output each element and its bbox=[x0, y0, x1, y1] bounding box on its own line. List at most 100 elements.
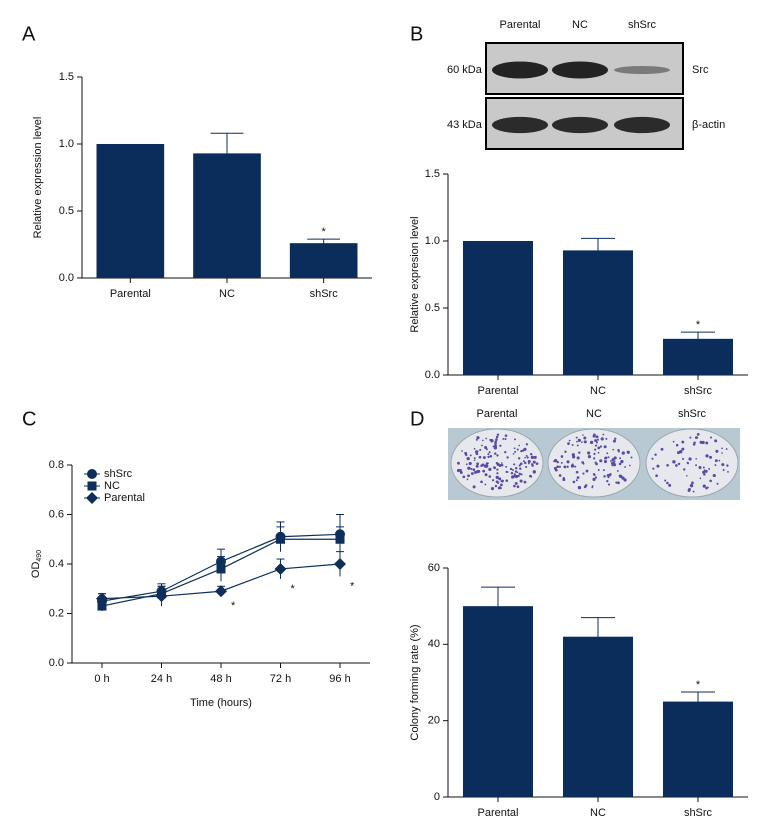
colony bbox=[672, 440, 675, 443]
colony bbox=[473, 470, 478, 474]
x-tick-label: shSrc bbox=[310, 288, 339, 300]
y-tick-label: 1.0 bbox=[425, 235, 440, 247]
colony bbox=[489, 454, 493, 458]
colony bbox=[606, 452, 609, 455]
colony bbox=[624, 466, 627, 468]
colony bbox=[467, 466, 471, 470]
marker bbox=[87, 469, 97, 479]
colony bbox=[630, 456, 633, 459]
colony bbox=[581, 441, 583, 443]
colony bbox=[683, 468, 686, 471]
x-tick-label: 24 h bbox=[151, 673, 172, 685]
colony bbox=[702, 466, 705, 469]
colony bbox=[494, 484, 498, 488]
colony bbox=[726, 464, 729, 467]
colony bbox=[705, 454, 709, 458]
colony bbox=[526, 456, 529, 459]
colony bbox=[532, 460, 536, 464]
x-tick-label: 96 h bbox=[329, 673, 350, 685]
x-tick-label: NC bbox=[219, 288, 235, 300]
colony bbox=[505, 465, 508, 468]
colony bbox=[689, 436, 692, 439]
colony bbox=[597, 451, 600, 454]
colony bbox=[712, 473, 716, 478]
colony bbox=[518, 464, 521, 467]
colony bbox=[681, 440, 685, 444]
colony bbox=[530, 475, 533, 478]
colony bbox=[623, 478, 627, 482]
colony bbox=[553, 458, 558, 463]
colony bbox=[705, 486, 708, 490]
colony bbox=[478, 455, 482, 459]
marker bbox=[87, 481, 97, 491]
colony bbox=[490, 439, 494, 443]
colony bbox=[583, 436, 587, 440]
colony bbox=[500, 462, 503, 464]
colony bbox=[495, 480, 499, 483]
colony bbox=[591, 486, 594, 489]
legend-label: Parental bbox=[104, 492, 145, 504]
panel-letter: C bbox=[22, 408, 36, 430]
colony bbox=[475, 452, 479, 456]
x-tick-label: 0 h bbox=[94, 673, 109, 685]
blot-band bbox=[492, 61, 548, 79]
colony bbox=[689, 483, 694, 488]
colony bbox=[484, 446, 488, 449]
colony bbox=[716, 482, 719, 485]
plate-label: NC bbox=[586, 408, 602, 420]
y-tick-label: 0.8 bbox=[49, 459, 64, 471]
colony bbox=[495, 475, 499, 480]
colony bbox=[484, 473, 488, 477]
significance: * bbox=[231, 600, 236, 612]
colony bbox=[613, 460, 616, 463]
colony bbox=[699, 440, 703, 444]
colony bbox=[514, 466, 518, 470]
colony bbox=[575, 470, 579, 474]
colony bbox=[514, 481, 518, 485]
colony bbox=[488, 451, 491, 454]
blot-band bbox=[614, 65, 670, 75]
colony bbox=[576, 476, 580, 480]
panel-letter: B bbox=[410, 23, 423, 45]
colony bbox=[602, 433, 605, 436]
colony bbox=[472, 468, 476, 471]
colony bbox=[612, 448, 615, 451]
colony bbox=[485, 448, 488, 451]
marker bbox=[97, 601, 107, 611]
colony bbox=[496, 433, 500, 436]
colony bbox=[606, 473, 610, 477]
colony bbox=[696, 433, 700, 436]
colony bbox=[589, 440, 594, 445]
plate bbox=[645, 428, 739, 498]
bar bbox=[96, 144, 165, 278]
colony bbox=[461, 450, 463, 452]
colony bbox=[582, 434, 584, 436]
colony bbox=[695, 457, 698, 460]
y-axis-label: Relative expresion level bbox=[409, 216, 421, 332]
colony bbox=[597, 469, 600, 471]
colony bbox=[553, 460, 555, 463]
colony bbox=[488, 475, 492, 478]
colony bbox=[599, 445, 603, 448]
panel-letter: D bbox=[410, 408, 424, 430]
colony bbox=[664, 479, 667, 482]
bar bbox=[289, 243, 358, 278]
colony bbox=[566, 465, 569, 468]
colony bbox=[522, 460, 525, 463]
colony bbox=[727, 470, 729, 473]
colony bbox=[576, 456, 580, 460]
x-axis-label: Time (hours) bbox=[190, 697, 252, 709]
colony bbox=[652, 467, 655, 470]
y-tick-label: 0.0 bbox=[59, 272, 74, 284]
colony bbox=[615, 481, 618, 484]
colony bbox=[519, 462, 523, 466]
colony bbox=[524, 456, 526, 459]
colony bbox=[517, 474, 520, 478]
colony bbox=[475, 464, 479, 468]
colony bbox=[617, 448, 620, 452]
colony bbox=[583, 440, 587, 444]
colony bbox=[501, 479, 504, 483]
colony bbox=[603, 475, 606, 478]
colony bbox=[656, 464, 660, 468]
colony bbox=[704, 469, 708, 473]
